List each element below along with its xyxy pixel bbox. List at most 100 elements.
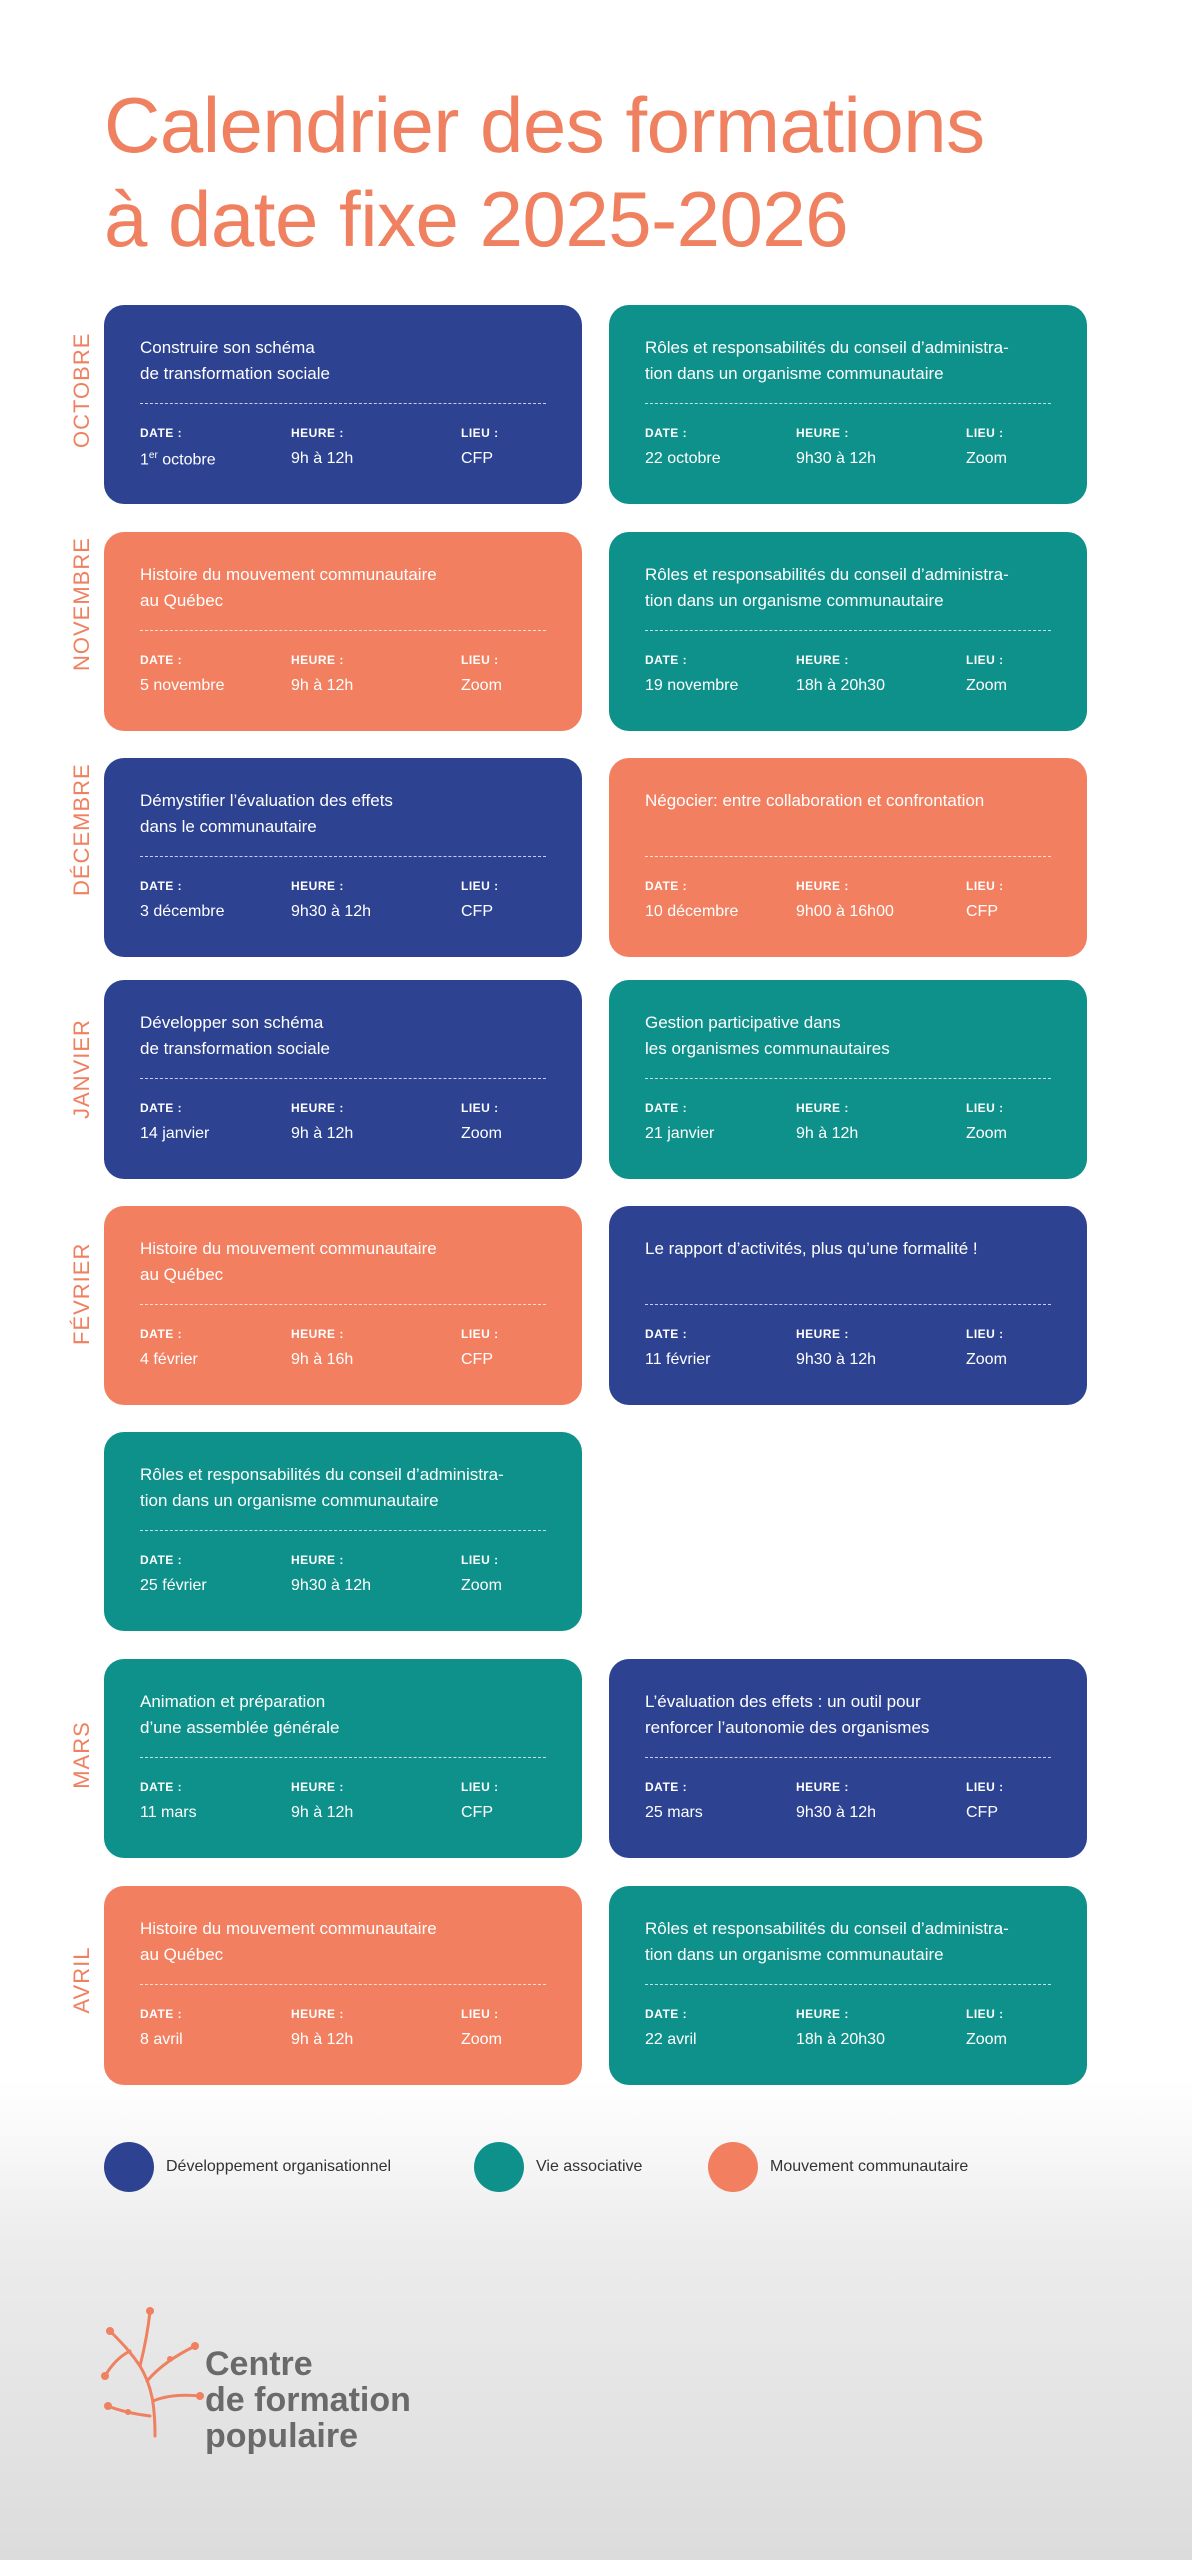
training-card[interactable]: Rôles et responsabilités du conseil d’ad…	[609, 1886, 1087, 2085]
divider	[140, 1304, 546, 1305]
place-value: CFP	[461, 1351, 493, 1368]
month-label-october: OCTOBRE	[69, 332, 94, 448]
legend-item-vie-associative: Vie associative	[474, 2142, 642, 2192]
time-value: 9h30 à 12h	[291, 1577, 372, 1594]
place-label: LIEU :	[966, 426, 1004, 440]
place-value: Zoom	[966, 2031, 1007, 2048]
place-label: LIEU :	[461, 1101, 499, 1115]
legend-label: Vie associative	[536, 2158, 643, 2175]
month-label-february: FÉVRIER	[69, 1242, 94, 1345]
divider	[140, 856, 546, 857]
training-card[interactable]: Histoire du mouvement communautaire au Q…	[104, 1886, 582, 2085]
training-title: Rôles et responsabilités du conseil d’ad…	[645, 565, 1009, 610]
date-value: 25 mars	[645, 1804, 703, 1821]
time-label: HEURE :	[796, 1780, 849, 1794]
date-value: 5 novembre	[140, 677, 225, 694]
place-label: LIEU :	[461, 1327, 499, 1341]
time-label: HEURE :	[796, 2007, 849, 2021]
divider	[645, 1078, 1051, 1079]
place-value: CFP	[461, 903, 493, 920]
divider	[645, 856, 1051, 857]
place-value: Zoom	[461, 1577, 502, 1594]
time-value: 18h à 20h30	[796, 677, 885, 694]
training-title: Gestion participative dans les organisme…	[645, 1013, 890, 1058]
time-label: HEURE :	[291, 1327, 344, 1341]
place-label: LIEU :	[461, 1780, 499, 1794]
training-card[interactable]: Négocier: entre collaboration et confron…	[609, 758, 1087, 957]
training-card[interactable]: L’évaluation des effets : un outil pour …	[609, 1659, 1087, 1858]
training-card[interactable]: Démystifier l’évaluation des effets dans…	[104, 758, 582, 957]
date-label: DATE :	[140, 1327, 183, 1341]
time-label: HEURE :	[291, 1553, 344, 1567]
training-card[interactable]: Gestion participative dans les organisme…	[609, 980, 1087, 1179]
time-label: HEURE :	[291, 879, 344, 893]
training-card[interactable]: Développer son schéma de transformation …	[104, 980, 582, 1179]
month-label-november: NOVEMBRE	[69, 537, 94, 671]
time-value: 9h00 à 16h00	[796, 903, 894, 920]
training-title: Histoire du mouvement communautaire au Q…	[140, 1239, 437, 1284]
time-value: 9h à 12h	[291, 677, 354, 694]
page-title: Calendrier des formations à date fixe 20…	[104, 81, 985, 263]
training-card[interactable]: Animation et préparation d’une assemblée…	[104, 1659, 582, 1858]
training-title: Construire son schéma de transformation …	[140, 338, 330, 383]
training-title: Histoire du mouvement communautaire au Q…	[140, 1919, 437, 1964]
month-label-march: MARS	[69, 1721, 94, 1789]
place-label: LIEU :	[966, 653, 1004, 667]
date-label: DATE :	[645, 1780, 688, 1794]
date-value: 10 décembre	[645, 903, 739, 920]
legend-dot	[104, 2142, 154, 2192]
date-value: 1er octobre	[140, 450, 216, 469]
logo-text: Centre de formation populaire	[205, 2345, 411, 2455]
divider	[645, 403, 1051, 404]
divider	[645, 1757, 1051, 1758]
date-label: DATE :	[645, 653, 688, 667]
time-value: 9h à 12h	[291, 1804, 354, 1821]
legend-label: Développement organisationnel	[166, 2158, 392, 2175]
time-label: HEURE :	[291, 1101, 344, 1115]
legend-item-mouvement: Mouvement communautaire	[708, 2142, 968, 2192]
time-label: HEURE :	[291, 2007, 344, 2021]
training-card[interactable]: Construire son schéma de transformation …	[104, 305, 582, 504]
date-value: 14 janvier	[140, 1125, 210, 1142]
training-card[interactable]: Rôles et responsabilités du conseil d’ad…	[609, 305, 1087, 504]
time-value: 18h à 20h30	[796, 2031, 885, 2048]
time-label: HEURE :	[291, 426, 344, 440]
time-value: 9h30 à 12h	[796, 450, 877, 467]
training-title: Rôles et responsabilités du conseil d’ad…	[645, 1919, 1009, 1964]
place-value: Zoom	[966, 677, 1007, 694]
date-label: DATE :	[140, 2007, 183, 2021]
date-value: 8 avril	[140, 2031, 183, 2048]
date-value: 3 décembre	[140, 903, 225, 920]
place-label: LIEU :	[966, 1327, 1004, 1341]
place-label: LIEU :	[966, 1101, 1004, 1115]
training-card[interactable]: Rôles et responsabilités du conseil d’ad…	[609, 532, 1087, 731]
training-title: Rôles et responsabilités du conseil d’ad…	[645, 338, 1009, 383]
place-label: LIEU :	[966, 879, 1004, 893]
place-value: Zoom	[966, 1351, 1007, 1368]
place-label: LIEU :	[461, 879, 499, 893]
date-value: 19 novembre	[645, 677, 739, 694]
time-label: HEURE :	[796, 1101, 849, 1115]
training-card[interactable]: Histoire du mouvement communautaire au Q…	[104, 532, 582, 731]
time-value: 9h à 12h	[796, 1125, 859, 1142]
training-card[interactable]: Le rapport d’activités, plus qu’une form…	[609, 1206, 1087, 1405]
training-title: Histoire du mouvement communautaire au Q…	[140, 565, 437, 610]
time-label: HEURE :	[291, 1780, 344, 1794]
time-label: HEURE :	[796, 426, 849, 440]
legend-label: Mouvement communautaire	[770, 2158, 969, 2175]
date-value: 11 mars	[140, 1804, 197, 1821]
date-label: DATE :	[140, 653, 183, 667]
date-value: 22 avril	[645, 2031, 697, 2048]
place-label: LIEU :	[461, 1553, 499, 1567]
date-value: 11 février	[645, 1351, 711, 1368]
time-label: HEURE :	[796, 1327, 849, 1341]
training-card[interactable]: Rôles et responsabilités du conseil d’ad…	[104, 1432, 582, 1631]
training-card[interactable]: Histoire du mouvement communautaire au Q…	[104, 1206, 582, 1405]
logo-tree-icon	[101, 2307, 204, 2438]
place-value: Zoom	[461, 677, 502, 694]
place-label: LIEU :	[966, 1780, 1004, 1794]
date-label: DATE :	[645, 879, 688, 893]
time-value: 9h30 à 12h	[291, 903, 372, 920]
place-value: CFP	[461, 1804, 493, 1821]
training-title: Négocier: entre collaboration et confron…	[645, 791, 985, 810]
